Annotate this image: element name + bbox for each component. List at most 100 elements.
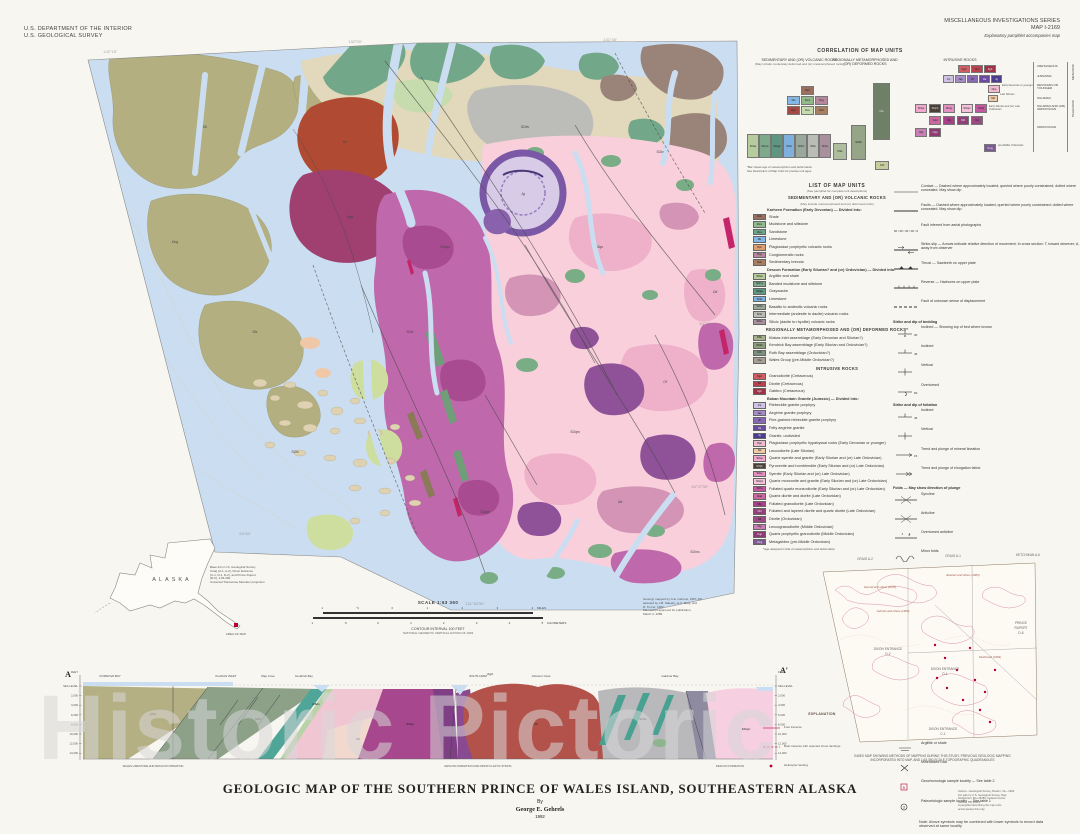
quadrangle-label: DIXON ENTRANCE (874, 647, 903, 651)
symbol-label: Fault of unknown sense of displacement (921, 299, 986, 304)
unit-row: Omg Metagabbro (pre-Middle Ordovician) (753, 538, 921, 546)
mineral-icon (893, 760, 919, 778)
unit-color-chip: Oqd (753, 493, 766, 500)
unit-color-chip: Dpv (753, 244, 766, 251)
symbol-row: Fault of unknown sense of displacement (893, 299, 1080, 317)
series-header: MISCELLANEOUS INVESTIGATIONS SERIES MAP … (944, 18, 1060, 39)
svg-text:15: 15 (914, 454, 918, 458)
unit-label: Mudstone and siltstone (769, 222, 809, 227)
units-group-header: Karheen Formation (Early Devonian) — Div… (767, 208, 862, 213)
publisher-line: Denver, CO 80225 (958, 800, 981, 804)
units-group-header: Descon Formation (Early Silurian? and (o… (767, 267, 896, 272)
unit-color-chip: Sld (753, 447, 766, 455)
unit-color-chip: Omg (753, 538, 766, 546)
correlation-box: Dsh (801, 86, 814, 95)
units-subtitle: (See pamphlet for complete unit descript… (806, 189, 868, 193)
symbol-row: Overturned anticline (893, 530, 1080, 548)
unit-row: Ofg Foliated granodiorite (Late Ordovicia… (753, 500, 921, 508)
graticule-label: 131°52′30″ (465, 601, 485, 606)
graticule-label: 132°00′ (348, 39, 362, 44)
quadrangle-label: C-1 (940, 732, 945, 736)
symbol-row: 45 Inclined (893, 408, 1080, 426)
base-credit-line: Craig (A-1, A-2), Dixon Entrance (210, 568, 254, 573)
quadrangle-label: DIXON ENTRANCE (931, 667, 960, 671)
unit-label: Graywacke (769, 289, 788, 294)
units-section-header: INTRUSIVE ROCKS (815, 365, 859, 371)
symbol-label: Syncline (921, 491, 935, 496)
unit-row: SOsy Syenite (Early Silurian and (or) Lat… (753, 470, 921, 477)
correlation-annotation: Early Silurian and (or) Late Ordovician (989, 105, 1020, 111)
symbol-row: Syncline (893, 492, 1080, 510)
correlation-box: Jg (991, 75, 1002, 83)
unit-color-chip: Dls (753, 236, 766, 243)
scalebar-segment (313, 617, 346, 620)
unit-color-chip: SOfq (753, 485, 766, 493)
correlation-box: Olg (915, 128, 927, 137)
unit-row: Jfa Felty aegirine granite (753, 424, 921, 432)
unit-row: SOgw Graywacke (753, 288, 921, 295)
unit-color-chip: SOiv (753, 311, 766, 318)
scalebar-segment (444, 617, 478, 620)
unit-label: Foliated quartz monzodiorite (Early Silu… (769, 486, 885, 491)
scalebar-segment (411, 617, 445, 620)
symbol-label: Anticline (921, 510, 935, 515)
map-unit-label: SOb (407, 330, 414, 334)
symbol-label: Trend and plunge of elongation fabric (921, 465, 981, 470)
symbol-label: Inclined (921, 344, 934, 349)
unit-color-chip: Od (753, 516, 766, 523)
map-unit-label: Kd (343, 140, 347, 144)
correlation-box: Jfr (967, 75, 978, 83)
correlation-col1-header: SEDIMENTARY AND (OR) VOLCANIC ROCKS (May… (754, 58, 845, 67)
unit-row: Dms Mudstone and siltstone (753, 221, 921, 228)
elevation-tick-label: 14,000 (69, 751, 78, 755)
correlation-box: Jap (955, 75, 966, 83)
section-place-label: SOUTH ARM (469, 674, 487, 678)
elevation-tick-label: 12,000 (778, 742, 787, 746)
map-units-legend: LIST OF MAP UNITS (See pamphlet for comp… (753, 183, 921, 552)
correlation-col2-header: REGIONALLY METAMORPHOSED AND (OR) DEFORM… (832, 58, 898, 67)
unit-color-chip: SObv (753, 303, 766, 311)
correlation-box: Oqp (929, 128, 941, 137)
correlation-box: Kd (971, 65, 983, 73)
contact-icon (893, 184, 919, 202)
map-unit-label: SOqm (440, 245, 450, 249)
symbol-row: Faults — Dashed where approximately loca… (893, 203, 1080, 221)
credit-line: R. Turner, 1982 (643, 604, 664, 609)
correlation-box: SOqs (915, 104, 927, 113)
unit-color-chip: Jfr (753, 417, 766, 424)
symbols-group-header: Strike and dip of foliation (893, 403, 938, 408)
elevation-tick-label: 6,000 (778, 713, 785, 717)
unit-label: Quartz porphyritic granodiorite (Middle … (769, 532, 855, 537)
base-credit-line: Base from U.S. Geological Survey (210, 565, 256, 569)
section-unit-label: SObv (639, 717, 647, 721)
unit-label: Silicic (dacite to rhyolite) volcanic ro… (769, 319, 835, 324)
series-line1: MISCELLANEOUS INVESTIGATIONS SERIES (944, 18, 1060, 24)
elevation-tick-label: 14,000 (778, 751, 787, 755)
svg-text:45: 45 (914, 416, 918, 420)
correlation-box: Jfa (979, 75, 990, 83)
unit-label: Quartz syenite and granite (Early Siluri… (769, 456, 882, 461)
publisher-line: Distribution, Box 25286, Federal Center, (958, 797, 1006, 800)
explanation-label: Helicopter landing (784, 763, 809, 768)
svg-text:3: 3 (903, 804, 906, 809)
symbol-label: Inclined (921, 408, 934, 413)
correlation-box: Jrp (943, 75, 954, 83)
scalebar-segment (323, 612, 358, 615)
unit-row: Kgd Granodiorite (Cretaceous) (753, 373, 921, 380)
correlation-box: Ofg (943, 116, 955, 125)
section-unit-label: Kgd (487, 672, 493, 676)
svg-text:60: 60 (914, 391, 918, 395)
dip_incl-icon: 45 (893, 408, 919, 426)
unit-row: SOls Limestone (753, 295, 921, 303)
symbol-row: Strike-slip — Arrows indicate relative d… (893, 242, 1080, 260)
section-unit-label: SOb (255, 717, 261, 721)
thrust-icon (893, 261, 919, 279)
alaska-label: ALASKA (152, 577, 191, 583)
explanation-title: EXPLANATION (808, 712, 836, 716)
feet-label: FEET (71, 670, 78, 674)
fault-lines (292, 52, 726, 574)
map-unit-label: SOms (690, 550, 700, 554)
unit-color-chip: SOqs (753, 455, 766, 462)
quadrangle-label: D-6 (1018, 631, 1023, 635)
